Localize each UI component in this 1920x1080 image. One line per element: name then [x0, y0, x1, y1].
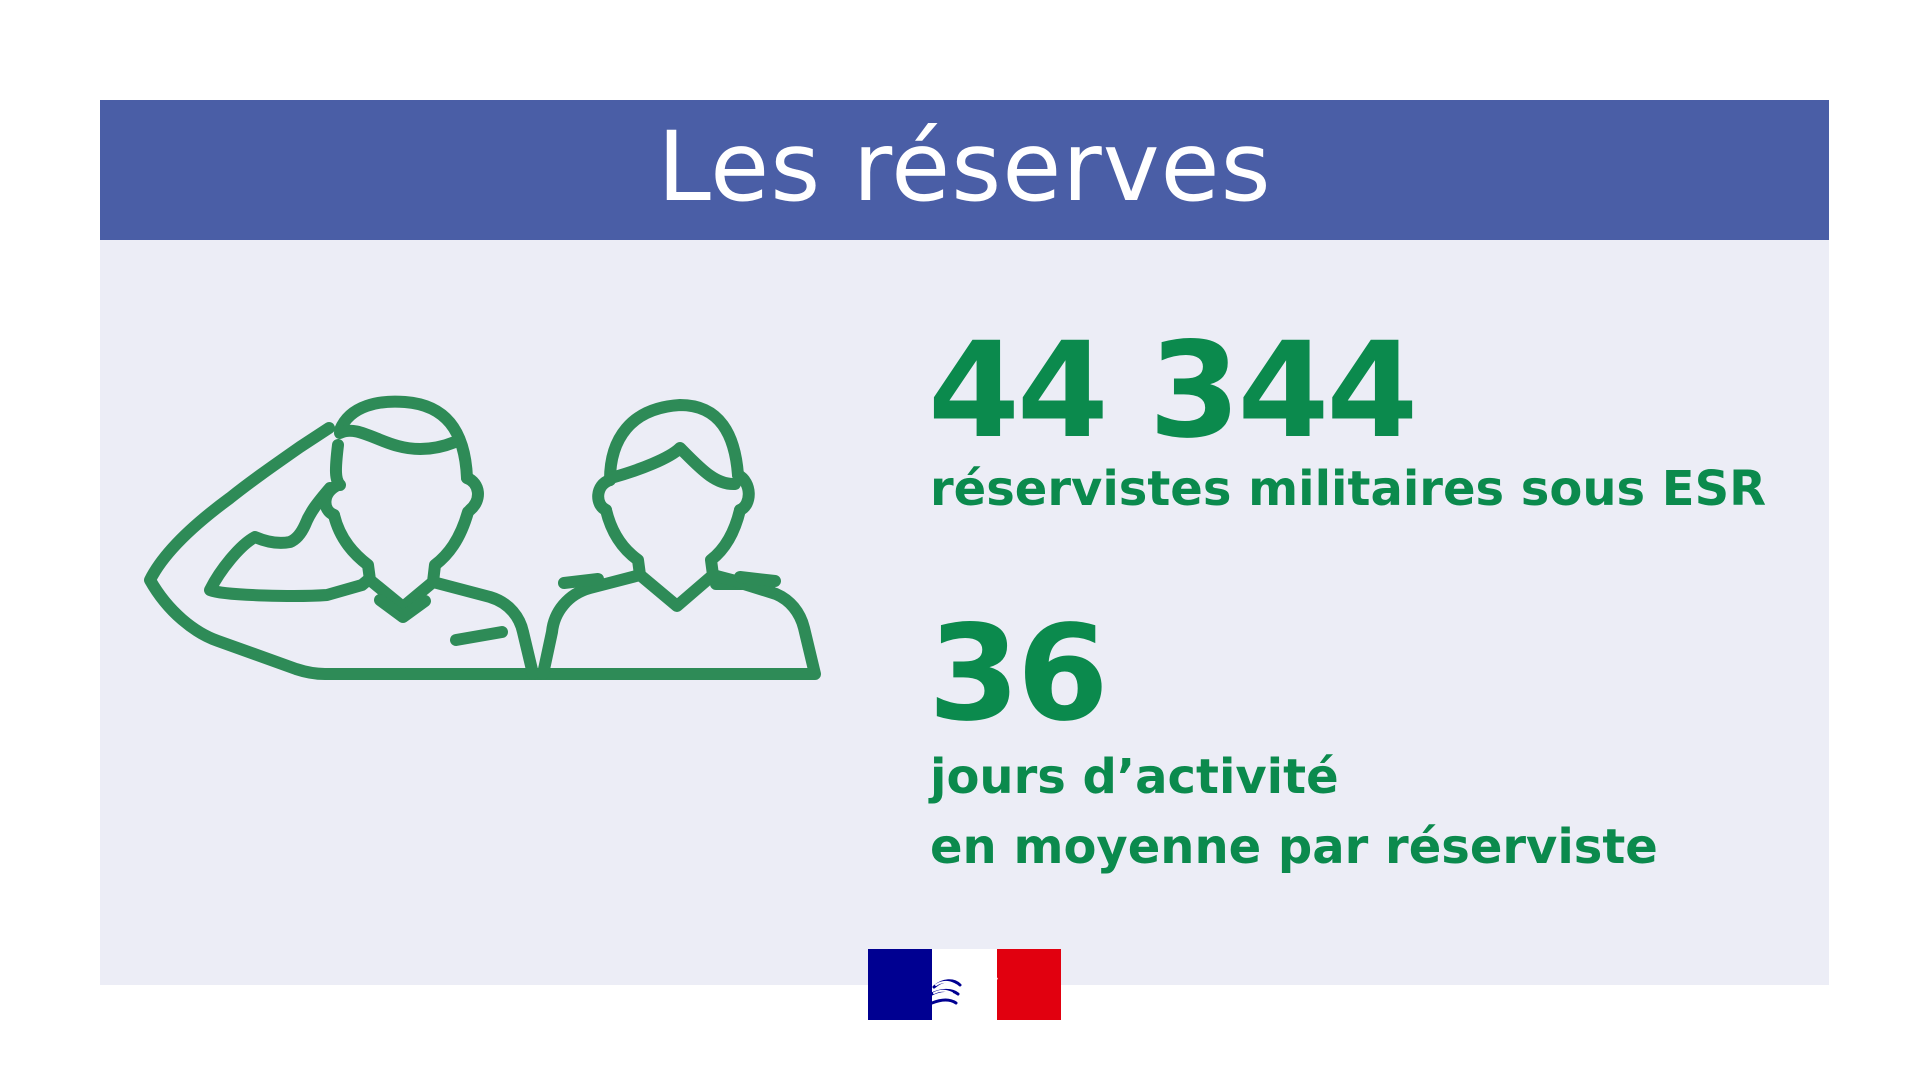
marianne-flag-logo — [868, 949, 1061, 1020]
marianne-profile-icon — [928, 954, 998, 1019]
flag-red-band — [996, 949, 1061, 1020]
reservists-count: 44 344 — [928, 314, 1418, 468]
title-banner: Les réserves — [100, 100, 1829, 240]
saluting-reservists-icon — [144, 395, 821, 680]
activity-days-label: jours d’activité en moyenne par réservis… — [930, 743, 1658, 882]
activity-days-label-line2: en moyenne par réserviste — [930, 818, 1658, 875]
reservists-label: réservistes militaires sous ESR — [930, 461, 1767, 517]
activity-days-label-line1: jours d’activité — [930, 749, 1339, 805]
activity-days-count: 36 — [928, 597, 1109, 751]
flag-blue-band — [868, 949, 933, 1020]
page-title: Les réserves — [657, 111, 1272, 223]
